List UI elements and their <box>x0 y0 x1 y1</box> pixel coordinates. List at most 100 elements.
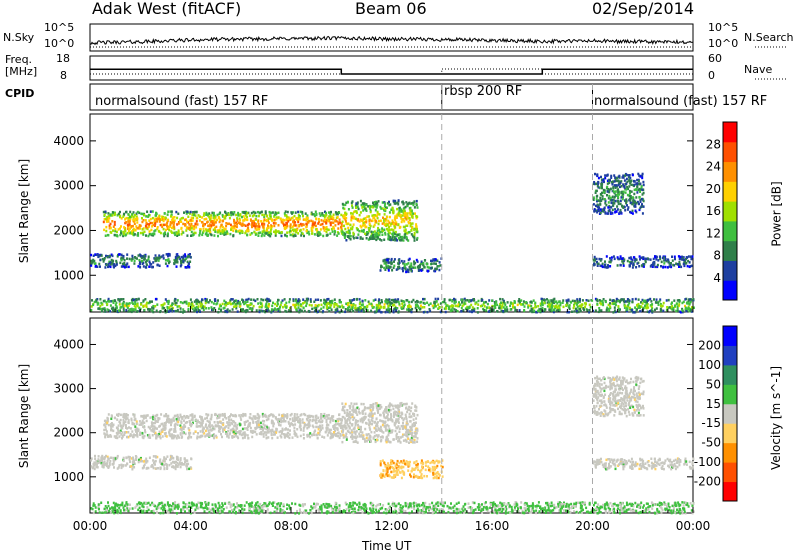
power-heatmap-cell <box>178 221 180 224</box>
power-heatmap-cell <box>338 211 341 215</box>
power-heatmap-cell <box>656 263 659 267</box>
power-heatmap-cell <box>115 305 118 308</box>
power-heatmap-cell <box>658 300 661 303</box>
power-heatmap-cell <box>355 217 358 221</box>
power-heatmap-cell <box>413 200 416 203</box>
power-heatmap-cell <box>241 298 244 301</box>
power-heatmap-cell <box>541 306 544 310</box>
power-heatmap-cell <box>199 215 201 218</box>
power-heatmap-cell <box>268 213 271 217</box>
power-heatmap-cell <box>114 264 117 267</box>
velocity-heatmap-cell <box>192 432 195 435</box>
power-heatmap-cell <box>566 301 568 304</box>
freq-panel-frame <box>89 55 694 81</box>
power-heatmap-cell <box>193 227 196 231</box>
power-heatmap-cell <box>434 305 437 308</box>
power-heatmap-cell <box>598 206 601 209</box>
power-heatmap-cell <box>179 307 182 310</box>
power-heatmap-cell <box>387 267 390 271</box>
power-heatmap-cell <box>621 194 624 198</box>
power-heatmap-cell <box>676 306 679 310</box>
power-heatmap-cell <box>174 233 177 237</box>
power-heatmap-cell <box>628 197 631 200</box>
velocity-heatmap-cell <box>153 425 156 428</box>
power-heatmap-cell <box>219 232 222 235</box>
velocity-heatmap-cell <box>244 414 247 417</box>
nsearch-tick-high: 10^5 <box>708 21 739 34</box>
power-heatmap-cell <box>279 217 282 220</box>
power-heatmap-cell <box>130 225 133 228</box>
power-heatmap-cell <box>513 301 516 304</box>
velocity-heatmap-cell <box>107 413 110 416</box>
velocity-heatmap-cell <box>163 424 166 428</box>
power-heatmap-cell <box>595 257 598 261</box>
velocity-heatmap-cell <box>172 436 175 440</box>
power-heatmap-cell <box>423 266 426 269</box>
velocity-heatmap-cell <box>263 427 266 430</box>
power-heatmap-cell <box>133 228 136 232</box>
power-heatmap-cell <box>636 262 639 265</box>
velocity-heatmap-cell <box>241 427 244 431</box>
power-heatmap-cell <box>198 234 201 237</box>
power-heatmap-cell <box>419 263 422 267</box>
power-heatmap-cell <box>600 175 602 179</box>
power-heatmap-cell <box>496 310 499 313</box>
power-heatmap-cell <box>636 178 639 182</box>
power-heatmap-cell <box>377 299 380 303</box>
power-heatmap-cell <box>180 263 183 266</box>
power-heatmap-cell <box>326 234 329 237</box>
velocity-heatmap-cell <box>337 422 339 425</box>
power-heatmap-cell <box>216 213 219 217</box>
velocity-heatmap-cell <box>224 432 227 435</box>
power-heatmap-cell <box>347 302 350 305</box>
power-heatmap-cell <box>498 307 501 310</box>
power-heatmap-cell <box>329 223 332 227</box>
power-heatmap-cell <box>371 235 374 239</box>
power-heatmap-cell <box>402 269 404 273</box>
power-heatmap-cell <box>112 306 115 309</box>
power-heatmap-cell <box>158 220 161 223</box>
power-heatmap-cell <box>402 225 405 229</box>
power-heatmap-cell <box>595 209 598 212</box>
velocity-heatmap-cell <box>120 433 123 436</box>
velocity-heatmap-cell <box>245 420 248 424</box>
power-heatmap-cell <box>374 214 376 217</box>
velocity-heatmap-cell <box>160 413 163 416</box>
power-heatmap-cell <box>232 305 235 308</box>
power-heatmap-cell <box>286 216 289 219</box>
velocity-heatmap-cell <box>256 424 258 427</box>
power-heatmap-cell <box>221 213 224 217</box>
power-heatmap-cell <box>143 309 146 312</box>
date-label: 02/Sep/2014 <box>592 0 695 18</box>
power-heatmap-cell <box>354 210 357 213</box>
power-heatmap-cell <box>228 309 231 313</box>
power-heatmap-cell <box>336 216 339 219</box>
power-heatmap-cell <box>621 176 624 179</box>
power-heatmap-cell <box>341 220 344 223</box>
power-heatmap-cell <box>212 213 215 217</box>
power-heatmap-cell <box>365 237 368 240</box>
power-heatmap-cell <box>675 262 678 265</box>
power-heatmap-cell <box>315 217 318 221</box>
power-heatmap-cell <box>368 229 371 233</box>
power-heatmap-cell <box>382 216 384 219</box>
power-heatmap-cell <box>626 308 629 311</box>
power-heatmap-cell <box>393 217 396 220</box>
power-heatmap-cell <box>134 308 137 311</box>
power-heatmap-cell <box>275 216 278 219</box>
power-heatmap-cell <box>420 269 423 272</box>
velocity-heatmap-cell <box>175 437 178 440</box>
power-heatmap-cell <box>640 256 643 260</box>
power-heatmap-cell <box>395 223 398 226</box>
power-heatmap-cell <box>235 304 238 307</box>
power-heatmap-cell <box>199 310 202 313</box>
velocity-heatmap-cell <box>178 436 181 439</box>
power-heatmap-cell <box>647 306 650 309</box>
power-heatmap-cell <box>390 228 393 231</box>
power-heatmap-cell <box>264 210 267 213</box>
velocity-heatmap-cell <box>263 420 266 423</box>
power-heatmap-cell <box>392 298 395 302</box>
power-heatmap-cell <box>199 302 202 305</box>
cpid-segment-2: rbsp 200 RF <box>444 84 523 99</box>
power-heatmap-cell <box>620 196 623 199</box>
